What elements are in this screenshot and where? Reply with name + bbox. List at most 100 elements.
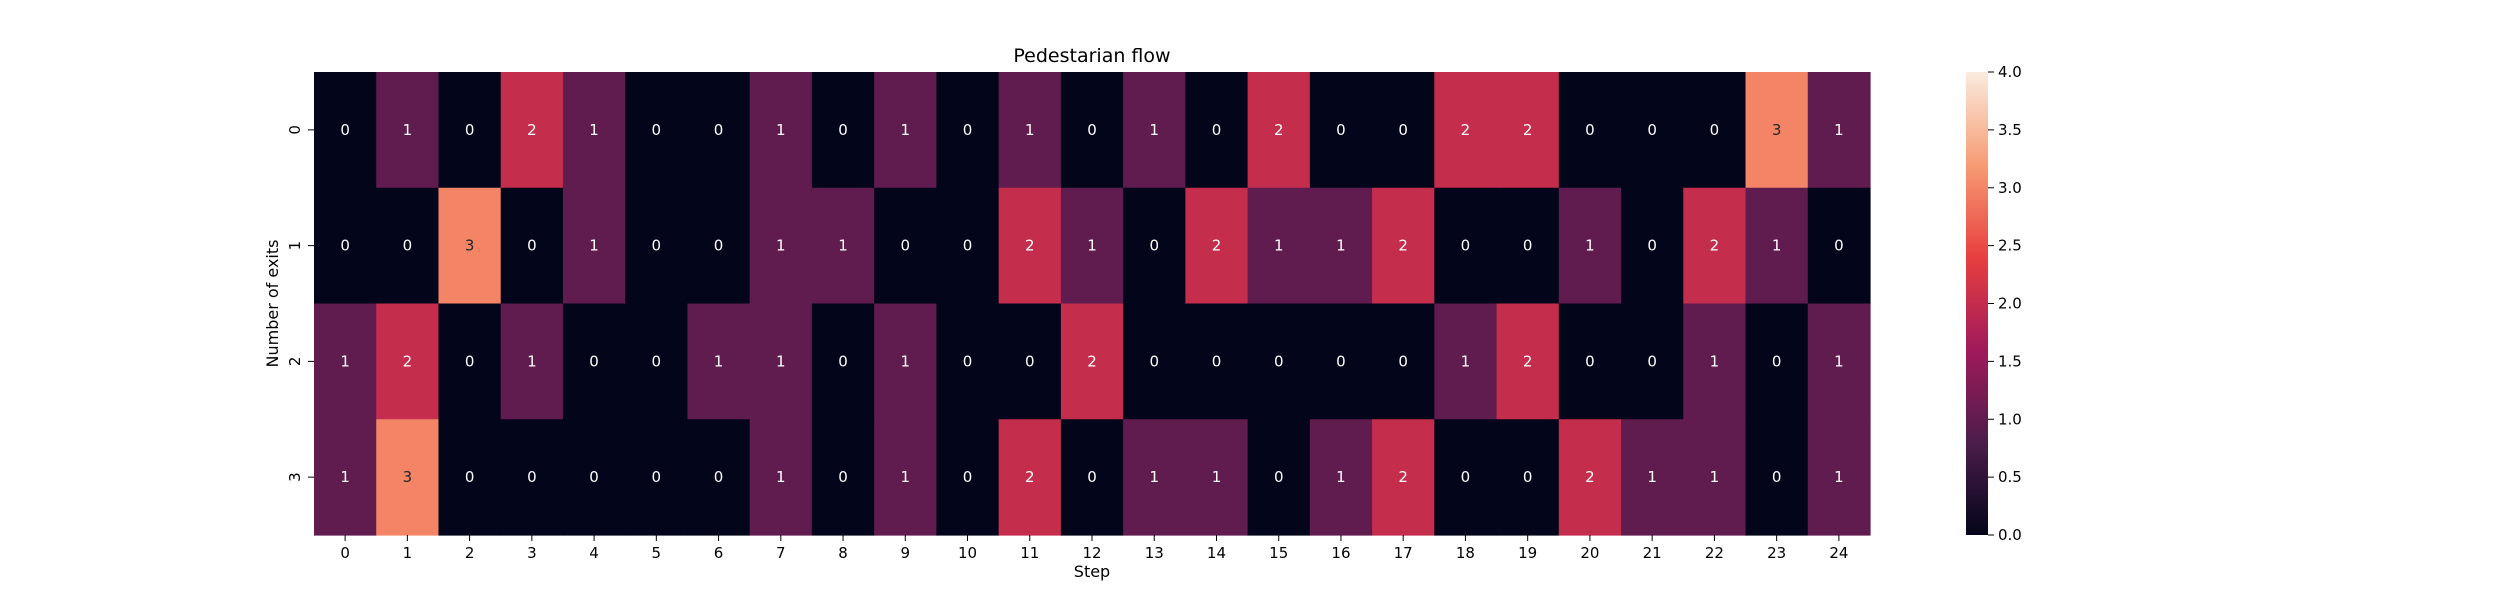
heatmap-cell-r3-c15 (1247, 419, 1311, 536)
x-tick-label-4: 4 (589, 544, 599, 562)
heatmap-cell-r1-c11 (998, 187, 1062, 305)
heatmap-cell-r2-c13 (1123, 303, 1186, 420)
heatmap-cell-label-r0-c20: 0 (1585, 121, 1595, 139)
heatmap-cell-label-r2-c6: 1 (714, 352, 724, 370)
heatmap-cell-label-r3-c23: 0 (1772, 468, 1782, 486)
heatmap-cell-label-r3-c13: 1 (1149, 468, 1159, 486)
heatmap-cell-r2-c2 (438, 303, 502, 420)
heatmap-cell-label-r3-c12: 0 (1087, 468, 1097, 486)
heatmap-cell-label-r1-c22: 2 (1710, 237, 1720, 255)
heatmap-cell-r1-c20 (1558, 187, 1622, 305)
heatmap-cell-label-r1-c10: 0 (963, 237, 973, 255)
heatmap-cell-label-r3-c6: 0 (714, 468, 724, 486)
heatmap-cell-label-r2-c20: 0 (1585, 352, 1595, 370)
heatmap-cell-r0-c14 (1185, 72, 1249, 189)
heatmap-cell-r1-c3 (500, 187, 564, 305)
heatmap-cell-label-r0-c2: 0 (465, 121, 475, 139)
heatmap-cell-label-r1-c9: 0 (901, 237, 911, 255)
heatmap-cell-r3-c1 (376, 419, 440, 536)
heatmap-cell-r2-c0 (314, 303, 377, 420)
heatmap-cells (314, 72, 1871, 536)
heatmap-cell-r0-c24 (1807, 72, 1871, 189)
heatmap-cell-label-r0-c22: 0 (1710, 121, 1720, 139)
heatmap-cell-r2-c9 (874, 303, 937, 420)
colorbar-tick-label-8: 4.0 (1998, 63, 2022, 81)
heatmap-cell-label-r1-c4: 1 (589, 237, 599, 255)
heatmap-cell-label-r2-c22: 1 (1710, 352, 1720, 370)
heatmap-cell-r3-c11 (998, 419, 1062, 536)
heatmap-cell-r0-c20 (1558, 72, 1622, 189)
heatmap-cell-label-r2-c24: 1 (1834, 352, 1844, 370)
heatmap-cell-label-r1-c14: 2 (1212, 237, 1222, 255)
heatmap-cell-label-r3-c16: 1 (1336, 468, 1346, 486)
heatmap-cell-r0-c15 (1247, 72, 1311, 189)
x-tick-label-2: 2 (465, 544, 475, 562)
heatmap-cell-label-r1-c21: 0 (1647, 237, 1657, 255)
heatmap-cell-r3-c13 (1123, 419, 1186, 536)
heatmap-cell-r3-c21 (1621, 419, 1684, 536)
heatmap-cell-r3-c20 (1558, 419, 1622, 536)
heatmap-cell-label-r3-c8: 0 (838, 468, 848, 486)
heatmap-cell-r3-c17 (1372, 419, 1435, 536)
heatmap-cell-r2-c4 (562, 303, 626, 420)
heatmap-cell-r0-c22 (1683, 72, 1747, 189)
heatmap-cell-r1-c7 (749, 187, 813, 305)
x-tick-label-10: 10 (958, 544, 977, 562)
x-tick-label-6: 6 (714, 544, 724, 562)
heatmap-cell-r1-c8 (811, 187, 875, 305)
heatmap-cell-r3-c5 (625, 419, 689, 536)
heatmap-cell-label-r3-c3: 0 (527, 468, 537, 486)
colorbar-tick-label-7: 3.5 (1998, 121, 2022, 139)
colorbar-tick-label-0: 0.0 (1998, 526, 2022, 544)
heatmap-cell-r1-c12 (1060, 187, 1124, 305)
heatmap-cell-label-r0-c21: 0 (1647, 121, 1657, 139)
heatmap-cell-r3-c9 (874, 419, 937, 536)
x-tick-label-23: 23 (1767, 544, 1786, 562)
heatmap-cell-label-r1-c17: 2 (1398, 237, 1408, 255)
heatmap-cell-r0-c2 (438, 72, 502, 189)
x-tick-label-1: 1 (403, 544, 413, 562)
x-tick-label-20: 20 (1580, 544, 1599, 562)
heatmap-cell-r2-c6 (687, 303, 751, 420)
heatmap-cell-r3-c2 (438, 419, 502, 536)
heatmap-cell-label-r2-c1: 2 (403, 352, 413, 370)
heatmap-cell-r3-c6 (687, 419, 751, 536)
heatmap-cell-r0-c1 (376, 72, 440, 189)
heatmap-cell-r1-c13 (1123, 187, 1186, 305)
heatmap-cell-label-r2-c8: 0 (838, 352, 848, 370)
heatmap-cell-r1-c2 (438, 187, 502, 305)
heatmap-cell-label-r3-c21: 1 (1647, 468, 1657, 486)
heatmap-cell-label-r1-c15: 1 (1274, 237, 1284, 255)
heatmap-cell-r2-c15 (1247, 303, 1311, 420)
heatmap-cell-label-r3-c5: 0 (652, 468, 662, 486)
heatmap-cell-r0-c10 (936, 72, 1000, 189)
heatmap-cell-r0-c0 (314, 72, 377, 189)
heatmap-cell-label-r2-c18: 1 (1461, 352, 1471, 370)
heatmap-cell-label-r3-c22: 1 (1710, 468, 1720, 486)
heatmap-cell-label-r0-c11: 1 (1025, 121, 1035, 139)
heatmap-cell-r3-c10 (936, 419, 1000, 536)
heatmap-cell-r2-c10 (936, 303, 1000, 420)
heatmap-cell-r2-c21 (1621, 303, 1684, 420)
colorbar-tick-label-5: 2.5 (1998, 237, 2022, 255)
x-tick-label-21: 21 (1643, 544, 1662, 562)
x-tick-label-18: 18 (1456, 544, 1475, 562)
heatmap-cell-label-r1-c0: 0 (340, 237, 350, 255)
heatmap-cell-labels: 0 1 0 2 1 0 0 1 0 1 0 1 0 1 0 2 0 0 2 2 0 0 0 3 1 0 0 3 0 1 0 0 1 1 0 0 2 1 0 2… (340, 121, 1843, 486)
x-axis-label: Step (1074, 562, 1110, 581)
heatmap-cell-r3-c16 (1309, 419, 1373, 536)
x-tick-label-12: 12 (1082, 544, 1101, 562)
heatmap-cell-label-r2-c14: 0 (1212, 352, 1222, 370)
heatmap-cell-label-r1-c8: 1 (838, 237, 848, 255)
heatmap-cell-r1-c14 (1185, 187, 1249, 305)
heatmap-cell-r2-c16 (1309, 303, 1373, 420)
heatmap-cell-label-r2-c15: 0 (1274, 352, 1284, 370)
heatmap-cell-label-r1-c16: 1 (1336, 237, 1346, 255)
heatmap-cell-label-r1-c1: 0 (403, 237, 413, 255)
x-tick-label-15: 15 (1269, 544, 1288, 562)
heatmap-cell-r3-c24 (1807, 419, 1871, 536)
heatmap-cell-r1-c21 (1621, 187, 1684, 305)
heatmap-cell-r2-c11 (998, 303, 1062, 420)
heatmap-cell-label-r0-c13: 1 (1149, 121, 1159, 139)
heatmap-cell-label-r2-c4: 0 (589, 352, 599, 370)
